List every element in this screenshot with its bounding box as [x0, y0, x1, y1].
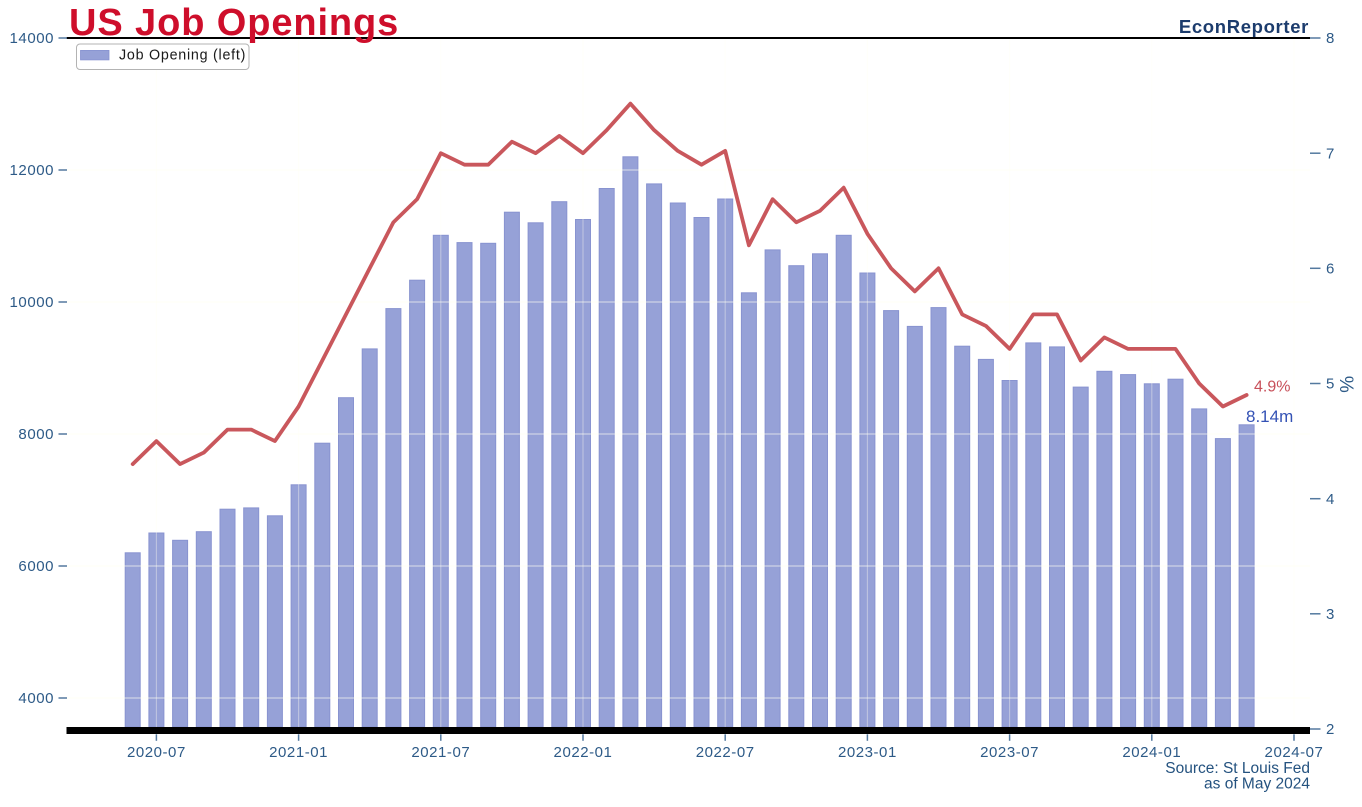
- svg-text:US Job Openings: US Job Openings: [69, 2, 399, 44]
- svg-text:6000: 6000: [18, 558, 54, 575]
- svg-text:4: 4: [1326, 491, 1335, 508]
- svg-text:10000: 10000: [10, 294, 54, 311]
- svg-text:2021-07: 2021-07: [411, 744, 470, 761]
- svg-text:2024-01: 2024-01: [1122, 744, 1181, 761]
- svg-text:as of May 2024: as of May 2024: [1204, 776, 1310, 793]
- svg-text:2024-07: 2024-07: [1265, 744, 1324, 761]
- svg-text:8000: 8000: [18, 426, 54, 443]
- svg-text:2023-01: 2023-01: [838, 744, 897, 761]
- svg-text:2021-01: 2021-01: [269, 744, 328, 761]
- svg-text:Job Opening (left): Job Opening (left): [119, 48, 246, 64]
- svg-text:8.14m: 8.14m: [1246, 407, 1293, 426]
- svg-text:2022-07: 2022-07: [696, 744, 755, 761]
- svg-text:%: %: [1335, 376, 1356, 393]
- svg-text:2023-07: 2023-07: [980, 744, 1039, 761]
- svg-text:4.9%: 4.9%: [1254, 378, 1290, 395]
- svg-text:12000: 12000: [10, 162, 54, 179]
- svg-text:EconReporter: EconReporter: [1179, 16, 1309, 37]
- svg-text:4000: 4000: [18, 690, 54, 707]
- svg-text:Source: St Louis Fed: Source: St Louis Fed: [1165, 760, 1310, 777]
- svg-text:2020-07: 2020-07: [127, 744, 186, 761]
- svg-text:8: 8: [1326, 30, 1335, 47]
- svg-text:5: 5: [1326, 376, 1335, 393]
- svg-text:6: 6: [1326, 261, 1335, 278]
- svg-text:2022-01: 2022-01: [554, 744, 613, 761]
- svg-text:2: 2: [1326, 721, 1335, 738]
- svg-text:14000: 14000: [10, 30, 54, 47]
- svg-text:7: 7: [1326, 145, 1335, 162]
- svg-text:3: 3: [1326, 606, 1335, 623]
